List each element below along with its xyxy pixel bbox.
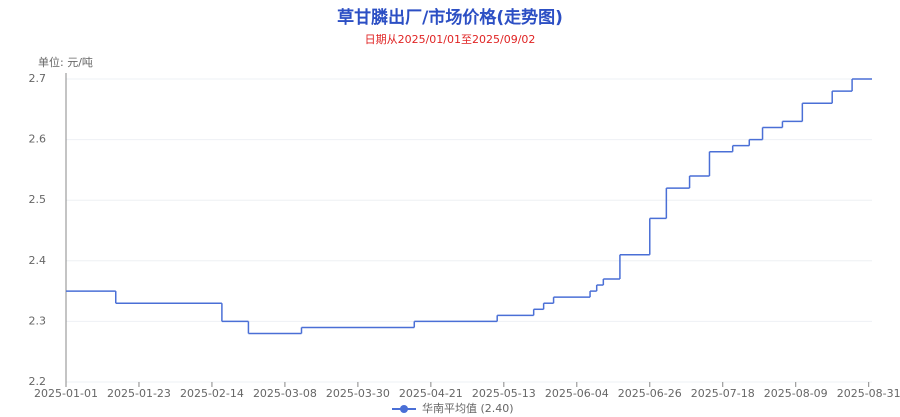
y-tick-label: 2.3 bbox=[29, 314, 47, 327]
x-tick-label: 2025-05-13 bbox=[472, 387, 536, 400]
x-tick-label: 2025-02-14 bbox=[180, 387, 244, 400]
y-tick-label: 2.2 bbox=[29, 375, 47, 388]
legend-label: 华南平均值 (2.40) bbox=[422, 401, 514, 415]
y-tick-label: 2.6 bbox=[29, 133, 47, 146]
x-tick-label: 2025-03-30 bbox=[326, 387, 390, 400]
y-tick-label: 2.7 bbox=[29, 72, 47, 85]
y-tick-label: 2.4 bbox=[29, 254, 47, 267]
x-tick-label: 2025-08-09 bbox=[764, 387, 828, 400]
x-tick-label: 2025-07-18 bbox=[691, 387, 755, 400]
x-tick-label: 2025-01-01 bbox=[34, 387, 98, 400]
x-tick-label: 2025-04-21 bbox=[399, 387, 463, 400]
x-tick-label: 2025-06-04 bbox=[545, 387, 609, 400]
y-axis-label: 单位: 元/吨 bbox=[38, 55, 93, 69]
chart-subtitle: 日期从2025/01/01至2025/09/02 bbox=[365, 33, 536, 46]
x-tick-label: 2025-08-31 bbox=[837, 387, 900, 400]
x-tick-label: 2025-01-23 bbox=[107, 387, 171, 400]
x-tick-label: 2025-06-26 bbox=[618, 387, 682, 400]
y-tick-label: 2.5 bbox=[29, 193, 47, 206]
chart-title: 草甘膦出厂/市场价格(走势图) bbox=[337, 7, 563, 28]
legend-marker bbox=[400, 405, 408, 413]
x-tick-label: 2025-03-08 bbox=[253, 387, 317, 400]
